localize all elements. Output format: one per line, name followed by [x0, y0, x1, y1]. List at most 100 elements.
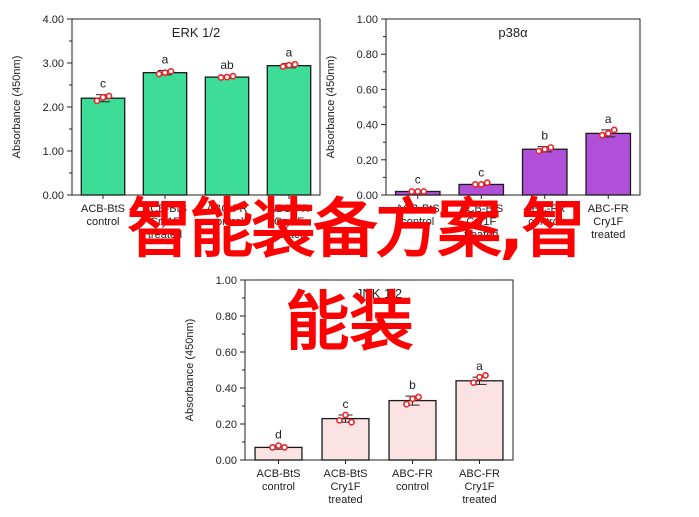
data-point	[155, 70, 163, 78]
data-point	[477, 181, 485, 188]
bar	[204, 76, 250, 196]
x-tick-label: ABC-FR	[207, 203, 248, 215]
significance-letter: a	[476, 359, 483, 373]
significance-letter: c	[478, 166, 484, 180]
data-point	[223, 73, 231, 81]
data-point	[348, 418, 355, 426]
data-point	[403, 400, 410, 408]
significance-letter: c	[415, 173, 421, 187]
x-tick-label: control	[262, 481, 295, 493]
x-tick-label: Cry1F	[331, 481, 361, 493]
x-tick-label: Cry1F	[465, 481, 495, 493]
x-tick-label: treated	[462, 494, 496, 506]
chart-title: JNK 1/2	[356, 286, 402, 301]
y-tick-label: 0.80	[216, 311, 237, 323]
data-point	[471, 181, 479, 188]
x-tick-label: ACB-BtS	[143, 203, 187, 215]
y-tick-label: 0.40	[216, 383, 237, 395]
bar	[321, 417, 370, 461]
significance-letter: a	[162, 52, 169, 66]
significance-letter: ab	[220, 58, 234, 72]
x-tick-label: Cry1F	[274, 216, 304, 228]
data-point	[336, 416, 343, 424]
y-tick-label: 0.40	[357, 120, 378, 132]
x-tick-label: control	[210, 216, 243, 228]
y-axis-label: Absorbance (450nm)	[184, 319, 196, 422]
chart-panel-p38: 0.00 0.20 0.40 0.60 0.80 1.00 Absorbance (450n…	[325, 14, 641, 241]
x-tick-label: ABC-FR	[524, 203, 565, 215]
data-point	[291, 60, 299, 68]
chart-panel-jnk: 0.00 0.20 0.40 0.60 0.80 1.00 Absorbance (450n…	[184, 275, 514, 506]
x-tick-label: control	[396, 481, 429, 493]
data-point	[414, 188, 422, 195]
y-tick-label: 2.00	[43, 102, 64, 114]
x-tick-label: treated	[464, 229, 498, 241]
x-tick-label: treated	[148, 229, 182, 241]
data-point	[470, 379, 477, 386]
data-point	[476, 373, 483, 381]
bar	[455, 380, 504, 461]
chart-title: p38α	[498, 25, 528, 40]
y-tick-label: 1.00	[357, 14, 378, 26]
data-point	[269, 443, 276, 451]
data-point	[275, 442, 282, 449]
y-tick-label: 1.00	[216, 275, 237, 287]
y-tick-label: 0.20	[357, 155, 378, 167]
chart-title: ERK 1/2	[172, 25, 220, 40]
x-tick-label: treated	[328, 494, 362, 506]
bar	[266, 64, 312, 196]
x-tick-label: Cry1F	[466, 216, 496, 228]
data-point	[161, 69, 169, 77]
bar	[521, 148, 568, 196]
x-tick-label: ABC-FR	[269, 203, 310, 215]
x-tick-label: ACB-BtS	[81, 203, 125, 215]
y-tick-label: 0.60	[357, 84, 378, 96]
data-point	[482, 371, 489, 379]
x-tick-label: ABC-FR	[588, 203, 629, 215]
data-point	[420, 188, 428, 195]
x-tick-label: ACB-BtS	[323, 468, 367, 480]
bar	[585, 132, 632, 196]
y-tick-label: 0.20	[216, 419, 237, 431]
data-point	[598, 131, 606, 139]
y-tick-label: 1.00	[43, 146, 64, 158]
y-tick-label: 0.80	[357, 49, 378, 61]
significance-letter: b	[409, 378, 416, 392]
y-tick-label: 3.00	[43, 58, 64, 70]
data-point	[217, 74, 225, 81]
data-point	[285, 61, 293, 69]
bar	[388, 399, 437, 461]
significance-letter: b	[541, 129, 548, 143]
data-point	[229, 72, 237, 80]
x-tick-label: ABC-FR	[459, 468, 500, 480]
x-tick-label: Cry1F	[150, 216, 180, 228]
x-tick-label: control	[528, 216, 561, 228]
x-tick-label: Cry1F	[593, 216, 623, 228]
x-tick-label: ACB-BtS	[256, 468, 300, 480]
x-tick-label: treated	[272, 229, 306, 241]
data-point	[342, 411, 349, 419]
data-point	[409, 395, 416, 403]
data-point	[105, 92, 113, 100]
significance-letter: a	[605, 112, 612, 126]
x-tick-label: ABC-FR	[392, 468, 433, 480]
y-tick-label: 0.60	[216, 347, 237, 359]
data-point	[610, 126, 618, 134]
y-tick-label: 4.00	[43, 14, 64, 26]
data-point	[99, 93, 107, 101]
significance-letter: d	[275, 428, 282, 442]
y-axis-label: Absorbance (450nm)	[325, 56, 337, 159]
data-point	[535, 147, 543, 155]
bar	[142, 72, 188, 196]
data-point	[483, 179, 491, 187]
data-point	[541, 145, 549, 153]
x-tick-label: ACB-BtS	[459, 203, 503, 215]
y-tick-label: 0.00	[357, 190, 378, 202]
bar	[80, 97, 126, 196]
x-tick-label: ACB-BtS	[396, 203, 440, 215]
data-point	[167, 67, 175, 75]
x-tick-label: control	[86, 216, 119, 228]
y-tick-label: 0.00	[216, 455, 237, 467]
chart-panel-erk: 0.00 1.00 2.00 3.00 4.00 Absorbance (450nm) ER…	[11, 14, 321, 241]
